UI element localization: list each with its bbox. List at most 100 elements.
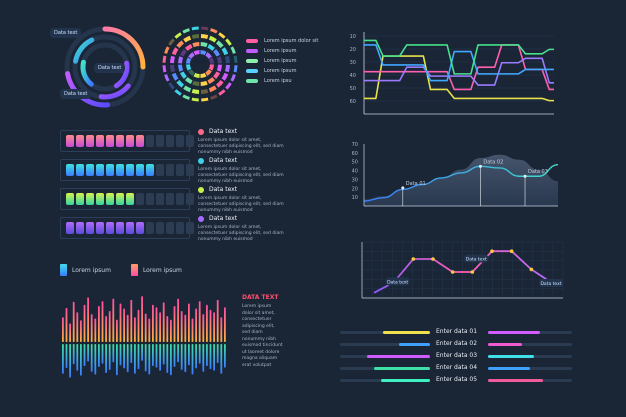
ring-segment bbox=[176, 40, 185, 49]
wave-bar-top bbox=[108, 311, 111, 342]
legend-label: Lorem ipsu bbox=[264, 78, 292, 84]
progress-fill-left bbox=[374, 367, 430, 370]
legend-swatch bbox=[246, 69, 258, 73]
meter-cell bbox=[116, 222, 124, 234]
wave-bar-bottom bbox=[94, 344, 97, 375]
progress-fill-right bbox=[488, 367, 530, 370]
annotation-tag bbox=[539, 279, 563, 287]
ring-segment bbox=[210, 28, 218, 34]
wave-bar-bottom bbox=[220, 344, 223, 374]
ring-segment bbox=[201, 97, 209, 102]
ring-segment bbox=[207, 77, 216, 85]
wave-bar-bottom bbox=[105, 344, 107, 373]
wave-bar-top bbox=[206, 304, 208, 342]
wave-bar-bottom bbox=[76, 344, 79, 371]
wave-bar-bottom bbox=[216, 344, 219, 364]
wave-bar-top bbox=[76, 312, 79, 342]
meter-cell bbox=[86, 164, 94, 176]
ring-segment bbox=[174, 89, 182, 96]
ring-segment bbox=[186, 64, 192, 71]
y-tick-label: 30 bbox=[350, 60, 356, 66]
legend-label: Lorem ipsum dolor sit bbox=[264, 38, 319, 44]
meter-cell bbox=[176, 193, 184, 205]
ring-segment bbox=[230, 74, 236, 82]
y-tick-label: 10 bbox=[350, 34, 356, 40]
progress-fill-right bbox=[488, 331, 541, 334]
legend-swatch bbox=[246, 49, 258, 53]
wave-bar-top bbox=[130, 299, 133, 342]
meter-cell bbox=[86, 222, 94, 234]
meter-cell bbox=[166, 222, 174, 234]
progress-row: Enter data 02 bbox=[340, 340, 572, 348]
ring-segment bbox=[200, 50, 207, 56]
ring-segment bbox=[216, 64, 222, 72]
progress-label: Enter data 05 bbox=[436, 376, 478, 383]
wave-bar-bottom bbox=[152, 344, 154, 367]
meter-dot bbox=[198, 215, 204, 222]
y-tick-label: 50 bbox=[352, 160, 358, 166]
ring-segment bbox=[184, 77, 193, 85]
ring-segment bbox=[208, 35, 217, 43]
meter-cell bbox=[146, 222, 154, 234]
annotation-dot bbox=[401, 186, 405, 190]
meter-cell bbox=[186, 135, 194, 147]
wave-legend-swatch-right bbox=[130, 264, 138, 276]
segment-legend-item: Lorem ipsu bbox=[246, 78, 292, 84]
wave-bar-bottom bbox=[148, 344, 151, 375]
meter-cell bbox=[146, 135, 154, 147]
wave-bar-top bbox=[94, 318, 97, 342]
meter-bar bbox=[60, 188, 194, 210]
ring-segment bbox=[225, 82, 232, 90]
meter-cell bbox=[66, 222, 74, 234]
legend-label: Lorem ipsum bbox=[264, 48, 297, 54]
ring-segment bbox=[170, 64, 176, 73]
wave-bar-bottom bbox=[119, 344, 122, 366]
meter-cell bbox=[136, 222, 144, 234]
progress-row: Enter data 03 bbox=[340, 352, 572, 360]
meter-cell bbox=[126, 135, 134, 147]
ring-segment bbox=[193, 50, 200, 56]
wave-bar-top bbox=[144, 313, 147, 342]
wave-bar-bottom bbox=[69, 344, 71, 378]
wave-bar-bottom bbox=[126, 344, 129, 373]
meter-dot bbox=[198, 128, 204, 135]
wave-bar-top bbox=[72, 301, 75, 342]
wave-bar-bottom bbox=[72, 344, 75, 365]
ring-segment bbox=[213, 71, 221, 80]
legend-label: Lorem ipsum bbox=[264, 58, 297, 64]
annotation-label: Data 03 bbox=[528, 169, 548, 175]
meter-cell bbox=[96, 135, 104, 147]
step-point bbox=[470, 270, 475, 274]
ring-segment bbox=[191, 34, 200, 40]
annotation-label: Data text bbox=[387, 279, 408, 285]
ring-segment bbox=[216, 56, 222, 64]
ring-segment bbox=[205, 69, 212, 76]
wave-text-body: Lorem ipsum dolor sit amet, consectetuer… bbox=[242, 304, 283, 368]
ring-segment bbox=[178, 56, 184, 64]
donut-slice bbox=[73, 37, 95, 64]
ring-segment bbox=[186, 57, 192, 64]
meter-title-text: Data text bbox=[209, 157, 238, 164]
progress-track-left bbox=[340, 343, 430, 346]
wave-bar-top bbox=[126, 314, 129, 342]
ring-segment bbox=[192, 42, 200, 48]
ring-segment bbox=[164, 74, 170, 82]
annotation-dot bbox=[478, 164, 482, 168]
wave-bar-top bbox=[152, 304, 154, 342]
meter-title: Data text bbox=[198, 186, 237, 193]
wave-bar-top bbox=[191, 318, 194, 342]
ring-segment bbox=[188, 69, 195, 76]
donut-tag-top: Data text bbox=[50, 28, 82, 38]
y-tick-label: 20 bbox=[352, 186, 358, 192]
y-tick-label: 10 bbox=[352, 195, 358, 201]
ring-segment bbox=[171, 72, 179, 81]
y-tick-label: 30 bbox=[352, 177, 358, 183]
meter-cell bbox=[106, 135, 114, 147]
wave-bar-top bbox=[134, 317, 136, 342]
legend-swatch bbox=[246, 39, 258, 43]
wave-bar-bottom bbox=[166, 344, 169, 373]
step-line-chart: Data text Data text Data text bbox=[361, 241, 564, 299]
step-line bbox=[373, 250, 552, 294]
annotation-label: Data text bbox=[540, 281, 561, 287]
meter-cell bbox=[156, 135, 164, 147]
